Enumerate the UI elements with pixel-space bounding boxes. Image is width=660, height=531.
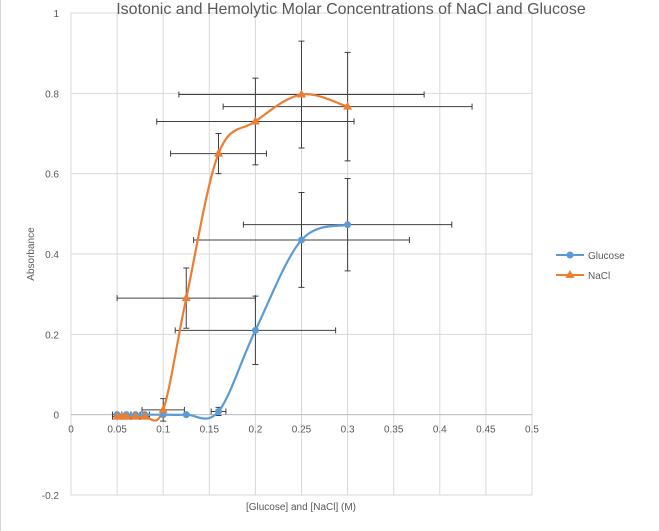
x-tick-label: 0.3 bbox=[341, 425, 355, 436]
y-tick-label: 1 bbox=[53, 9, 59, 20]
legend-marker bbox=[565, 270, 575, 278]
x-tick-label: 0.15 bbox=[200, 425, 220, 436]
y-tick-label: 0 bbox=[53, 411, 59, 422]
glucose-point bbox=[215, 407, 223, 415]
y-axis-label: Absorbance bbox=[26, 227, 37, 281]
legend-marker bbox=[566, 251, 574, 259]
x-tick-label: 0.5 bbox=[525, 425, 539, 436]
x-axis-label: [Glucose] and [NaCl] (M) bbox=[246, 502, 356, 513]
nacl-point bbox=[297, 89, 306, 98]
glucose-point bbox=[298, 236, 305, 244]
legend-label: NaCl bbox=[588, 271, 610, 282]
glucose-point bbox=[344, 221, 352, 229]
x-tick-label: 0.45 bbox=[476, 425, 496, 436]
nacl-point bbox=[121, 411, 131, 420]
nacl-point bbox=[181, 293, 191, 302]
x-tick-label: 0 bbox=[68, 425, 74, 436]
x-tick-label: 0.35 bbox=[384, 425, 404, 436]
glucose-point bbox=[251, 326, 259, 334]
y-tick-label: 0.6 bbox=[45, 170, 59, 181]
x-tick-label: 0.2 bbox=[248, 425, 262, 436]
y-tick-label: 0.2 bbox=[45, 330, 59, 341]
x-tick-label: 0.1 bbox=[156, 425, 170, 436]
nacl-point bbox=[214, 148, 224, 157]
nacl-point bbox=[140, 411, 150, 420]
glucose-point bbox=[159, 411, 167, 419]
glucose-line bbox=[117, 223, 348, 420]
nacl-point bbox=[250, 116, 260, 125]
nacl-point bbox=[131, 411, 141, 420]
chart-title: Isotonic and Hemolytic Molar Concentrati… bbox=[116, 1, 586, 18]
nacl-point bbox=[158, 404, 168, 413]
glucose-point bbox=[182, 411, 190, 419]
y-tick-label: 0.4 bbox=[45, 250, 59, 261]
x-tick-label: 0.4 bbox=[433, 425, 447, 436]
y-tick-label: -0.2 bbox=[42, 491, 60, 502]
x-tick-label: 0.05 bbox=[107, 425, 127, 436]
y-tick-label: 0.8 bbox=[45, 89, 59, 100]
nacl-point bbox=[343, 101, 353, 110]
x-tick-label: 0.25 bbox=[292, 425, 312, 436]
legend-label: Glucose bbox=[588, 251, 625, 262]
nacl-line bbox=[117, 93, 348, 422]
